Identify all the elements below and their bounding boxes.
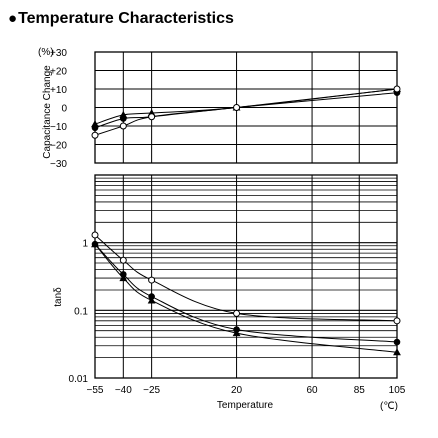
tan-plot-frame — [94, 174, 398, 379]
cap-series-open-circle — [91, 85, 401, 139]
tan-triangle-point — [147, 296, 156, 304]
cap-triangle-point — [119, 110, 128, 118]
tan-triangle-point — [393, 348, 401, 356]
tan-open-circle-point — [393, 317, 401, 325]
cap-series-line — [94, 88, 398, 136]
cap-open-circle-point — [393, 85, 401, 93]
tan-xtick-label: 60 — [307, 385, 319, 396]
tan-ytick-label: 0.01 — [69, 374, 89, 385]
title-bullet-icon: ● — [8, 10, 18, 27]
cap-ytick-label: +30 — [50, 48, 67, 59]
cap-triangle-point — [91, 120, 99, 128]
cap-y-axis-label: Capacitance Change — [42, 65, 53, 159]
tan-series-open-circle — [91, 231, 401, 325]
tan-open-circle-point — [148, 276, 156, 284]
cap-ytick-label: −10 — [50, 122, 67, 133]
tan-xtick-label: −55 — [87, 385, 104, 396]
tan-series-filled-triangle — [91, 240, 401, 356]
tan-ytick-label: 1 — [82, 239, 88, 250]
tan-open-circle-point — [91, 231, 99, 239]
cap-ytick-label: 0 — [61, 104, 67, 115]
tan-triangle-point — [232, 329, 241, 337]
tan-xtick-label: −40 — [115, 385, 132, 396]
cap-open-circle-point — [119, 122, 127, 130]
cap-open-circle-point — [148, 113, 156, 121]
tan-triangle-point — [119, 274, 128, 282]
capacitance-panel: +30 +20 +10 0 −10 −20 −30 (%) Capacitance Change — [38, 47, 401, 170]
tan-filled-circle-point — [393, 338, 401, 346]
cap-series-filled-circle — [91, 89, 401, 132]
cap-ytick-label: −30 — [50, 159, 67, 170]
cap-series-line — [94, 92, 398, 129]
tan-y-axis-label: tanδ — [53, 287, 64, 307]
cap-ytick-label: −20 — [50, 141, 67, 152]
x-axis-unit: (℃) — [380, 401, 398, 412]
tan-xtick-label: −25 — [143, 385, 160, 396]
cap-open-circle-point — [91, 131, 99, 139]
cap-ytick-label: +10 — [50, 85, 67, 96]
title-text: Temperature Characteristics — [18, 10, 234, 27]
tan-delta-panel: 1 0.1 0.01−55 −40 −25 20 60 85 105 tanδ Temperatur… — [53, 174, 406, 412]
tan-triangle-point — [91, 240, 99, 248]
tan-series-line — [94, 243, 398, 343]
cap-y-unit: (%) — [38, 47, 54, 58]
tan-series-line — [94, 243, 398, 353]
cap-ytick-label: +20 — [50, 67, 67, 78]
cap-open-circle-point — [233, 104, 241, 111]
x-axis-label: Temperature — [217, 400, 274, 411]
tan-xtick-label: 85 — [354, 385, 366, 396]
tan-series-line — [94, 234, 398, 322]
tan-open-circle-point — [233, 309, 241, 317]
tan-xtick-label: 20 — [231, 385, 243, 396]
tan-xtick-label: 105 — [389, 385, 406, 396]
tan-open-circle-point — [119, 256, 127, 264]
cap-plot-frame — [94, 51, 398, 164]
chart-title: ●Temperature Characteristics — [8, 10, 234, 28]
tan-ytick-label: 0.1 — [74, 306, 88, 317]
